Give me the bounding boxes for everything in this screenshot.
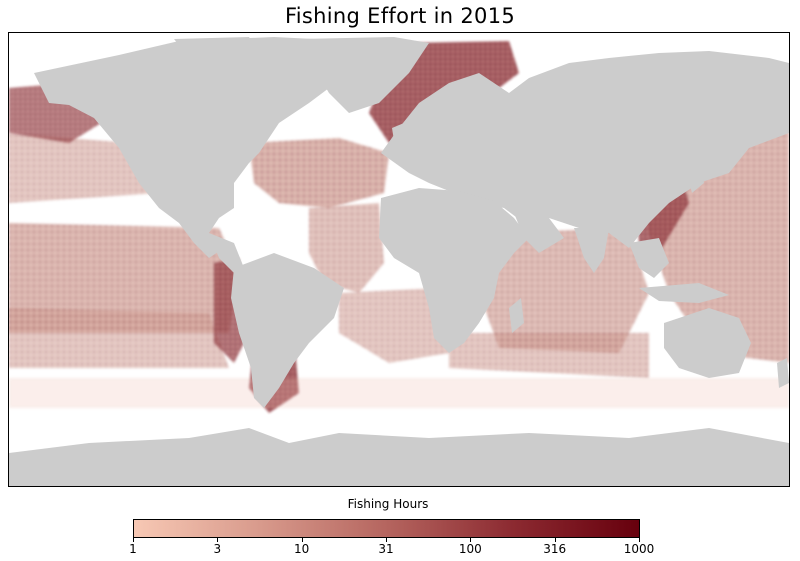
land-arctic-islands <box>174 37 259 63</box>
land-india <box>574 228 609 273</box>
land-australia <box>664 308 751 378</box>
colorbar-tick-label: 1000 <box>623 542 655 556</box>
effort-southern-ocean <box>9 378 789 408</box>
land-antarctica <box>9 428 789 486</box>
colorbar-tick-label: 100 <box>458 542 482 556</box>
effort-central-pacific <box>9 223 239 333</box>
map-canvas <box>9 37 789 486</box>
land-arabia <box>514 213 564 253</box>
colorbar-tick-label: 10 <box>294 542 310 556</box>
land-north-america <box>34 37 389 258</box>
effort-nw-atlantic <box>249 138 389 208</box>
land-japan <box>684 153 704 193</box>
colorbar-tick <box>301 538 303 542</box>
land-new-zealand <box>777 358 789 388</box>
land-uk <box>392 123 407 153</box>
effort-south-pacific <box>9 308 229 368</box>
colorbar-tick <box>554 538 556 542</box>
effort-mid-atlantic <box>309 203 384 293</box>
effort-south-indian <box>449 333 649 378</box>
chart-title: Fishing Effort in 2015 <box>284 4 516 28</box>
land-indonesia <box>639 283 729 303</box>
colorbar-tick-label: 3 <box>213 542 222 556</box>
land-central-america <box>209 233 244 273</box>
colorbar-tick-label: 1 <box>129 542 137 556</box>
land-madagascar <box>509 298 524 333</box>
land-se-asia <box>629 238 669 278</box>
land-layer <box>9 37 789 486</box>
colorbar-tick <box>217 538 219 542</box>
colorbar-tick-label: 31 <box>378 542 394 556</box>
world-map <box>8 32 790 487</box>
colorbar-tick <box>133 538 134 542</box>
colorbar-tick-label: 316 <box>543 542 567 556</box>
land-south-america <box>231 253 344 408</box>
colorbar <box>133 519 640 538</box>
land-greenland <box>299 37 429 113</box>
colorbar-label: Fishing Hours <box>347 497 429 511</box>
land-africa <box>379 188 529 353</box>
colorbar-tick <box>470 538 472 542</box>
colorbar-tick <box>386 538 387 542</box>
land-iceland <box>349 93 377 109</box>
effort-south-atlantic <box>339 288 449 363</box>
colorbar-tick <box>639 538 640 542</box>
